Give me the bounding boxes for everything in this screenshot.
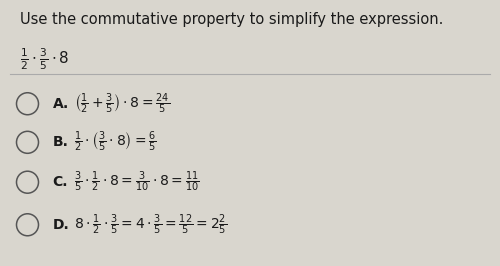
- Text: $\frac{1}{2} \cdot \frac{3}{5} \cdot 8$: $\frac{1}{2} \cdot \frac{3}{5} \cdot 8$: [20, 47, 70, 72]
- Text: $\frac{1}{2} \cdot \left(\frac{3}{5} \cdot 8\right) = \frac{6}{5}$: $\frac{1}{2} \cdot \left(\frac{3}{5} \cd…: [74, 130, 156, 155]
- Text: C.: C.: [52, 175, 68, 189]
- Text: $\frac{3}{5} \cdot \frac{1}{2} \cdot 8 = \frac{3}{10} \cdot 8 = \frac{11}{10}$: $\frac{3}{5} \cdot \frac{1}{2} \cdot 8 =…: [74, 170, 200, 194]
- Text: $8 \cdot \frac{1}{2} \cdot \frac{3}{5} = 4 \cdot \frac{3}{5} = \frac{12}{5} = 2\: $8 \cdot \frac{1}{2} \cdot \frac{3}{5} =…: [74, 213, 227, 237]
- Text: Use the commutative property to simplify the expression.: Use the commutative property to simplify…: [20, 12, 444, 27]
- Text: B.: B.: [52, 135, 68, 149]
- Text: $\left(\frac{1}{2} + \frac{3}{5}\right) \cdot 8 = \frac{24}{5}$: $\left(\frac{1}{2} + \frac{3}{5}\right) …: [74, 92, 170, 116]
- Text: A.: A.: [52, 97, 69, 111]
- Text: D.: D.: [52, 218, 69, 232]
